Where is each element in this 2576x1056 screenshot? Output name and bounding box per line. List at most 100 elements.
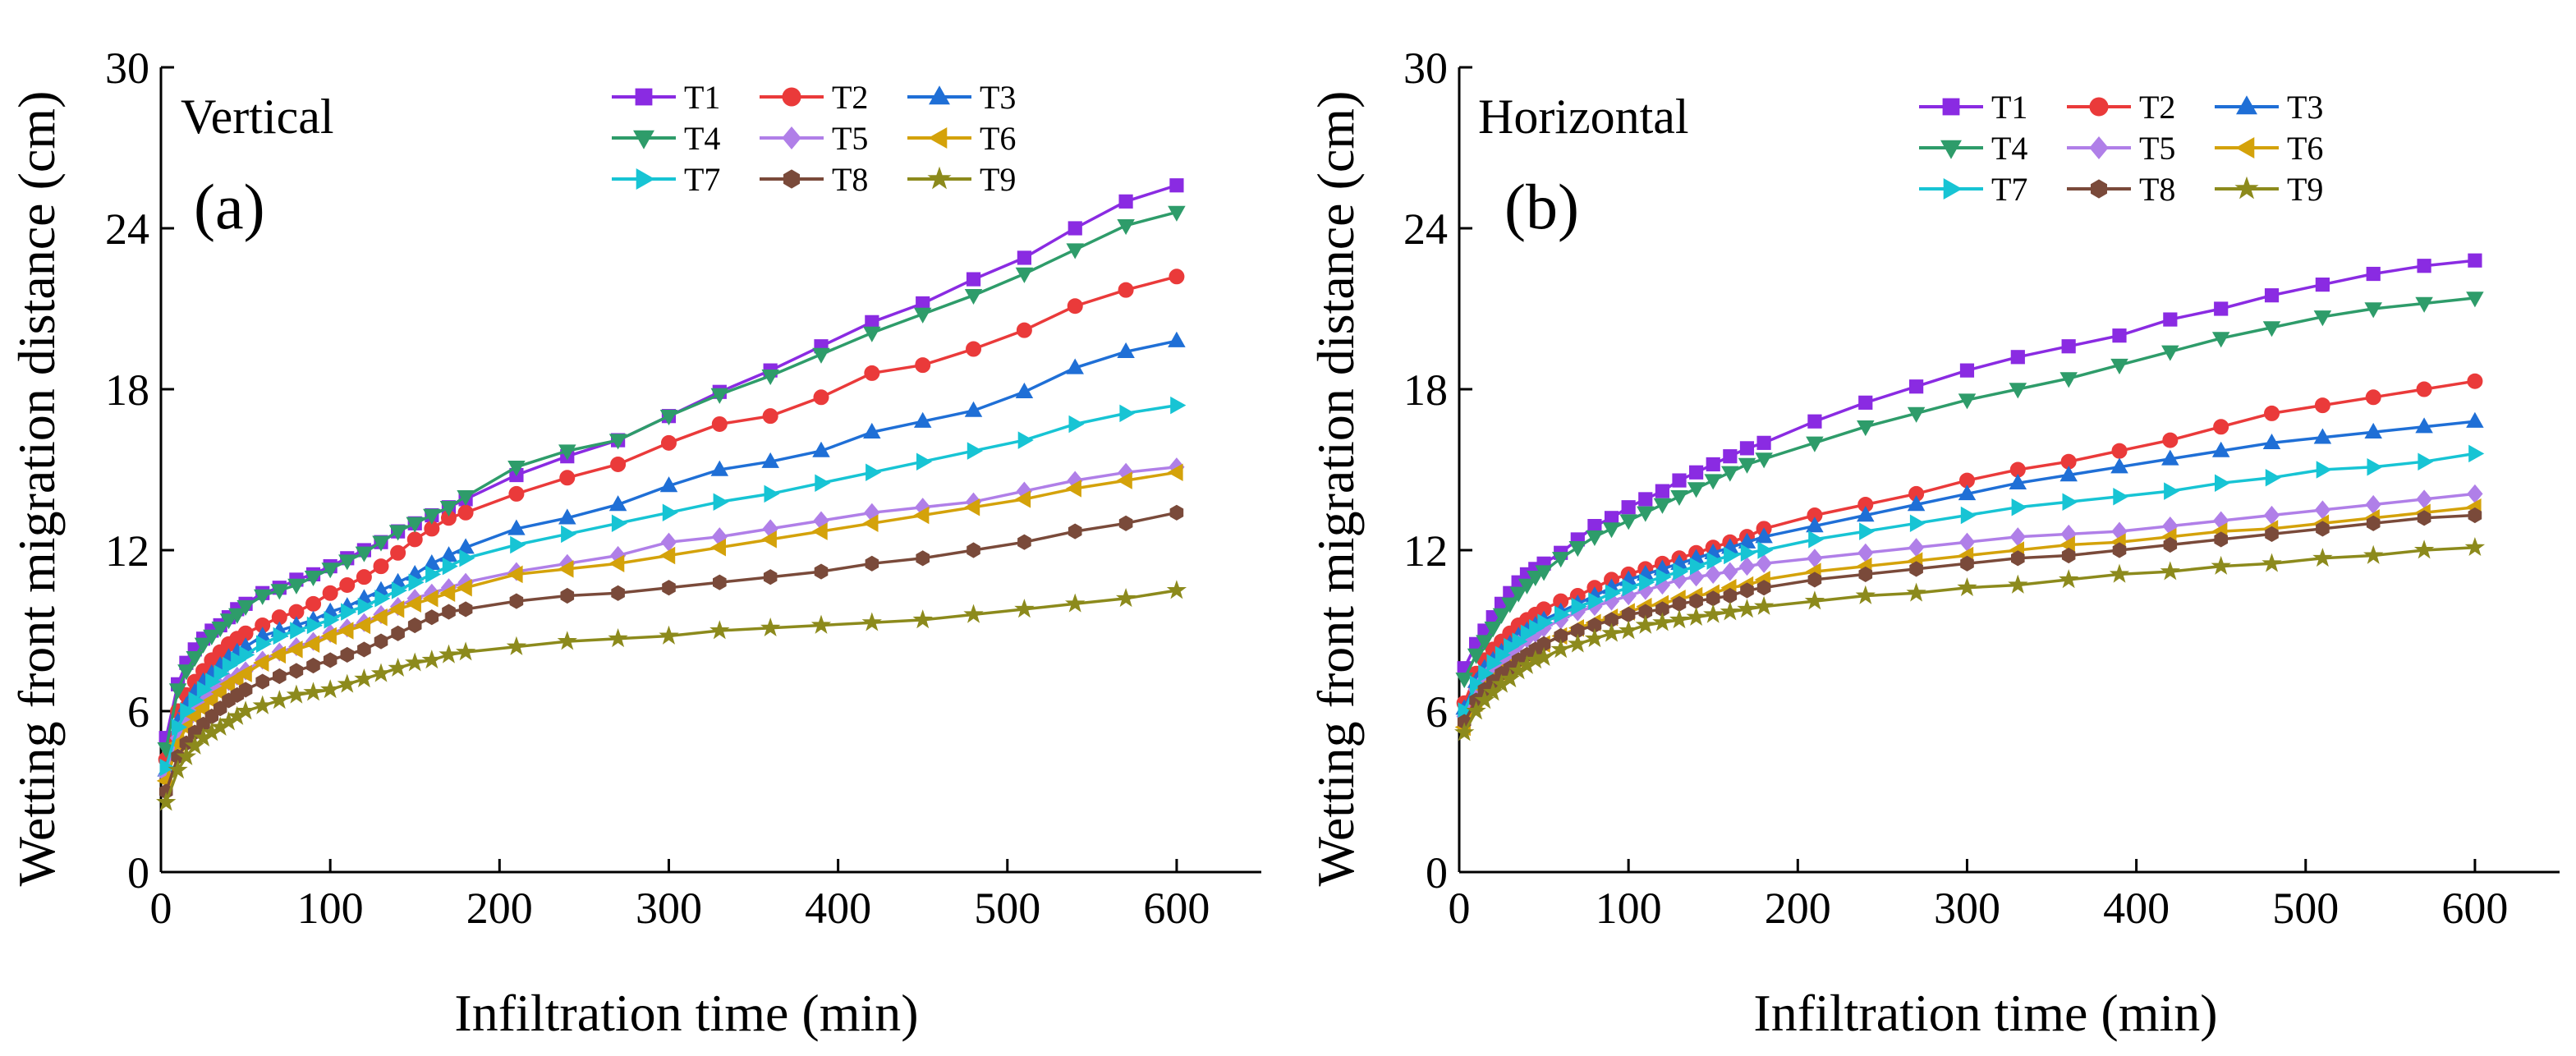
data-point [422, 590, 439, 608]
data-point [1738, 557, 1756, 576]
data-point [408, 573, 425, 591]
data-point [1857, 506, 1875, 522]
data-point [354, 616, 371, 635]
data-point [1168, 331, 1186, 347]
data-point [1478, 664, 1495, 683]
data-point [865, 555, 879, 572]
data-point [238, 682, 253, 698]
orientation-label: Vertical [181, 90, 334, 144]
data-point [2364, 422, 2382, 438]
legend-item: T2 [760, 79, 868, 116]
data-point [1066, 243, 1084, 259]
data-point [219, 613, 238, 630]
data-point [391, 581, 408, 599]
legend-swatch-marker [635, 88, 653, 106]
data-point [608, 627, 628, 648]
legend-item: T4 [612, 120, 720, 157]
legend-swatch-marker [2236, 95, 2257, 115]
data-point [1509, 586, 1527, 603]
data-point [236, 599, 255, 616]
series-t7 [159, 396, 1187, 777]
x-tick-label: 100 [1596, 884, 1662, 933]
data-point [1907, 406, 1926, 423]
data-point [506, 636, 527, 655]
data-point [2264, 288, 2280, 303]
data-point [812, 347, 830, 364]
data-point [1520, 624, 1536, 643]
data-point [559, 470, 576, 486]
data-point [760, 530, 777, 549]
data-point [406, 531, 423, 548]
data-point [442, 604, 456, 620]
data-point [337, 673, 357, 693]
legend-swatch-marker [2089, 136, 2109, 159]
data-point [456, 578, 472, 597]
data-point [1537, 613, 1554, 631]
data-point [1068, 221, 1082, 236]
data-point [439, 501, 458, 517]
data-point [507, 461, 526, 477]
legend-item: T1 [1919, 89, 2027, 126]
data-point [2313, 428, 2332, 444]
data-point [764, 484, 780, 503]
legend-swatch-marker [928, 127, 948, 149]
data-point [2061, 339, 2076, 354]
data-point [1621, 606, 1636, 622]
data-point [1909, 561, 1923, 577]
y-axis-title: Wetting front migration distance (cm) [1306, 91, 1365, 887]
data-point [964, 289, 983, 305]
data-point [709, 538, 726, 557]
data-point [966, 272, 981, 287]
data-point [1958, 484, 1977, 501]
data-point [303, 682, 324, 701]
data-point [2415, 296, 2433, 313]
legend-label: T8 [2139, 171, 2175, 208]
data-point [388, 657, 408, 677]
data-point [203, 629, 221, 645]
data-point [1017, 431, 1034, 449]
legend-swatch-marker [782, 87, 801, 107]
legend-swatch-marker [783, 169, 800, 189]
data-point [2415, 417, 2433, 434]
data-point [1753, 595, 1775, 615]
data-point [1722, 562, 1738, 581]
data-point [320, 679, 341, 699]
data-point [2061, 547, 2076, 564]
data-point [1723, 587, 1738, 604]
data-point [228, 608, 246, 624]
x-tick-label: 100 [297, 884, 364, 933]
data-point [1116, 471, 1132, 489]
data-point [1703, 604, 1724, 623]
data-point [391, 625, 405, 641]
data-point [660, 434, 677, 451]
x-tick-label: 300 [1934, 884, 2000, 933]
data-point [339, 576, 356, 593]
data-point [407, 617, 422, 634]
data-point [1653, 498, 1672, 514]
data-point [2160, 561, 2180, 581]
y-tick-label: 30 [105, 44, 149, 93]
x-tick-label: 300 [636, 884, 702, 933]
data-point [1455, 673, 1473, 689]
data-point [1168, 205, 1186, 222]
data-point [1706, 590, 1720, 607]
data-point [1015, 267, 1034, 283]
data-point [2265, 469, 2281, 487]
legend-item: T1 [612, 79, 720, 116]
data-point [763, 569, 778, 585]
data-point [1687, 482, 1706, 498]
data-point [1907, 495, 1926, 512]
data-point [1166, 580, 1187, 599]
data-point [2010, 350, 2025, 365]
y-axis-title: Wetting front migration distance (cm) [7, 91, 66, 887]
data-point [810, 614, 832, 634]
data-point [2313, 310, 2332, 327]
data-point [1724, 546, 1740, 565]
data-point [1737, 599, 1757, 618]
data-point [1550, 639, 1571, 659]
data-point [813, 389, 829, 406]
legend-swatch-marker [929, 85, 950, 105]
data-point [1906, 582, 1926, 602]
data-point [2366, 515, 2381, 531]
data-point [1169, 504, 1184, 521]
